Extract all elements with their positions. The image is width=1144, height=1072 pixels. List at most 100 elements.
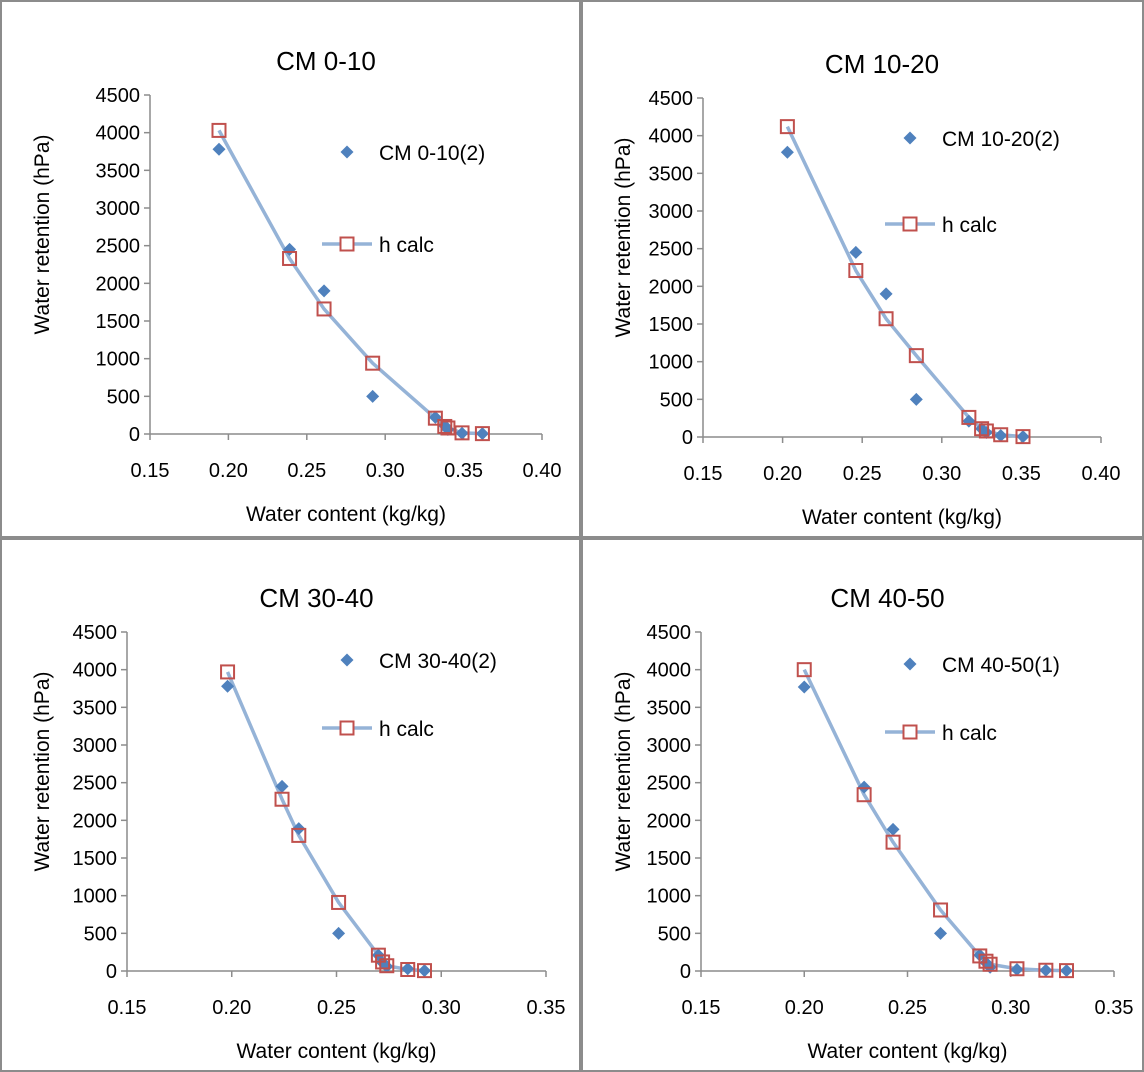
y-tick-label: 3500	[96, 160, 141, 182]
x-tick-label: 0.30	[991, 997, 1030, 1019]
y-axis-label: Water retention (hPa)	[31, 672, 54, 872]
fit-point	[974, 421, 990, 437]
fit-point	[211, 122, 227, 138]
y-tick-label: 1000	[649, 352, 694, 374]
y-axis-label: Water retention (hPa)	[612, 672, 635, 872]
y-tick-label: 3000	[96, 198, 141, 220]
y-tick-label: 1000	[73, 886, 118, 908]
legend-fit-marker	[339, 720, 355, 736]
fit-point	[379, 958, 395, 974]
chart-title: CM 0-10	[276, 46, 376, 76]
x-axis-label: Water content (kg/kg)	[246, 503, 446, 526]
fit-point	[993, 427, 1009, 443]
y-tick-label: 4500	[73, 622, 118, 644]
chart-panel-2: CM 10-20 0 500 1000 1500 2000 2500 3000 3500 4000…	[581, 0, 1144, 538]
fit-point	[365, 355, 381, 371]
chart-panel-1: CM 0-10 0 500 1000 1500 2000 2500 3000 3500 4000 4…	[0, 0, 581, 538]
y-tick-label: 3000	[73, 735, 118, 757]
legend-observed-marker	[903, 657, 917, 671]
y-tick-label: 4000	[649, 126, 694, 148]
fit-point	[437, 418, 453, 434]
fit-point	[375, 954, 391, 970]
observed-point	[275, 779, 289, 793]
x-axis-label: Water content (kg/kg)	[237, 1040, 437, 1063]
observed-point	[886, 822, 900, 836]
y-tick-label: 3000	[647, 735, 692, 757]
observed-point	[780, 145, 794, 159]
fit-line	[217, 129, 483, 436]
fit-point	[454, 425, 470, 441]
observed-point	[1010, 962, 1024, 976]
observed-point	[849, 245, 863, 259]
fit-point	[856, 787, 872, 803]
fit-point	[878, 311, 894, 327]
x-tick-label: 0.15	[108, 997, 147, 1019]
x-tick-label: 0.20	[785, 997, 824, 1019]
y-axis-label: Water retention (hPa)	[31, 135, 54, 335]
x-tick-label: 0.25	[317, 997, 356, 1019]
fit-point	[978, 423, 994, 439]
y-axis-label: Water retention (hPa)	[612, 138, 635, 338]
observed-point	[380, 959, 394, 973]
fit-point	[933, 902, 949, 918]
fit-point	[796, 662, 812, 678]
fit-point	[848, 263, 864, 279]
y-tick-label: 4500	[649, 88, 694, 110]
fit-point	[440, 420, 456, 436]
y-tick-label: 500	[107, 386, 140, 408]
chart-title: CM 40-50	[830, 583, 944, 613]
legend-observed-label: CM 40-50(1)	[942, 654, 1060, 677]
y-tick-label: 500	[84, 923, 117, 945]
observed-point	[455, 426, 469, 440]
fit-point	[908, 348, 924, 364]
x-tick-label: 0.40	[523, 460, 562, 482]
x-axis-label: Water content (kg/kg)	[808, 1040, 1008, 1063]
legend-fit-label: h calc	[379, 234, 434, 257]
fit-point	[316, 301, 332, 317]
x-tick-label: 0.25	[843, 463, 882, 485]
y-tick-label: 3500	[73, 697, 118, 719]
legend-observed-marker	[903, 131, 917, 145]
fit-point	[400, 961, 416, 977]
fit-point	[291, 827, 307, 843]
x-tick-label: 0.35	[527, 997, 566, 1019]
fit-point	[961, 409, 977, 425]
fit-point	[274, 791, 290, 807]
x-tick-label: 0.35	[444, 460, 483, 482]
y-tick-label: 2500	[647, 773, 692, 795]
y-tick-label: 0	[106, 961, 117, 983]
x-tick-label: 0.20	[209, 460, 248, 482]
chart-svg: CM 30-40 0 500 1000 1500 2000 2500 3000 3500 4000…	[31, 583, 566, 1063]
y-tick-label: 4000	[96, 123, 141, 145]
y-tick-label: 2000	[96, 273, 141, 295]
fit-point	[885, 834, 901, 850]
y-tick-label: 1500	[649, 314, 694, 336]
chart-svg: CM 0-10 0 500 1000 1500 2000 2500 3000 3500 4000 4…	[31, 46, 562, 526]
x-tick-label: 0.20	[212, 997, 251, 1019]
observed-point	[934, 926, 948, 940]
observed-point	[475, 427, 489, 441]
y-tick-label: 1000	[647, 886, 692, 908]
observed-point	[221, 679, 235, 693]
fit-point	[982, 956, 998, 972]
y-tick-label: 500	[660, 389, 693, 411]
x-tick-label: 0.35	[1002, 463, 1041, 485]
observed-point	[879, 287, 893, 301]
observed-point	[317, 284, 331, 298]
legend-observed-label: CM 10-20(2)	[942, 128, 1060, 151]
chart-panel-3: CM 30-40 0 500 1000 1500 2000 2500 3000 3500 4000…	[0, 538, 581, 1072]
fit-point	[1015, 429, 1031, 445]
y-tick-label: 3000	[649, 201, 694, 223]
observed-point	[417, 964, 431, 978]
fit-line	[225, 671, 425, 973]
fit-point	[416, 963, 432, 979]
fit-line	[785, 125, 1024, 439]
observed-point	[979, 425, 993, 439]
y-tick-label: 2000	[649, 276, 694, 298]
y-tick-label: 1500	[73, 848, 118, 870]
y-tick-label: 2000	[647, 810, 692, 832]
fit-point	[331, 894, 347, 910]
y-tick-label: 4000	[647, 660, 692, 682]
legend-observed-label: CM 0-10(2)	[379, 142, 485, 165]
